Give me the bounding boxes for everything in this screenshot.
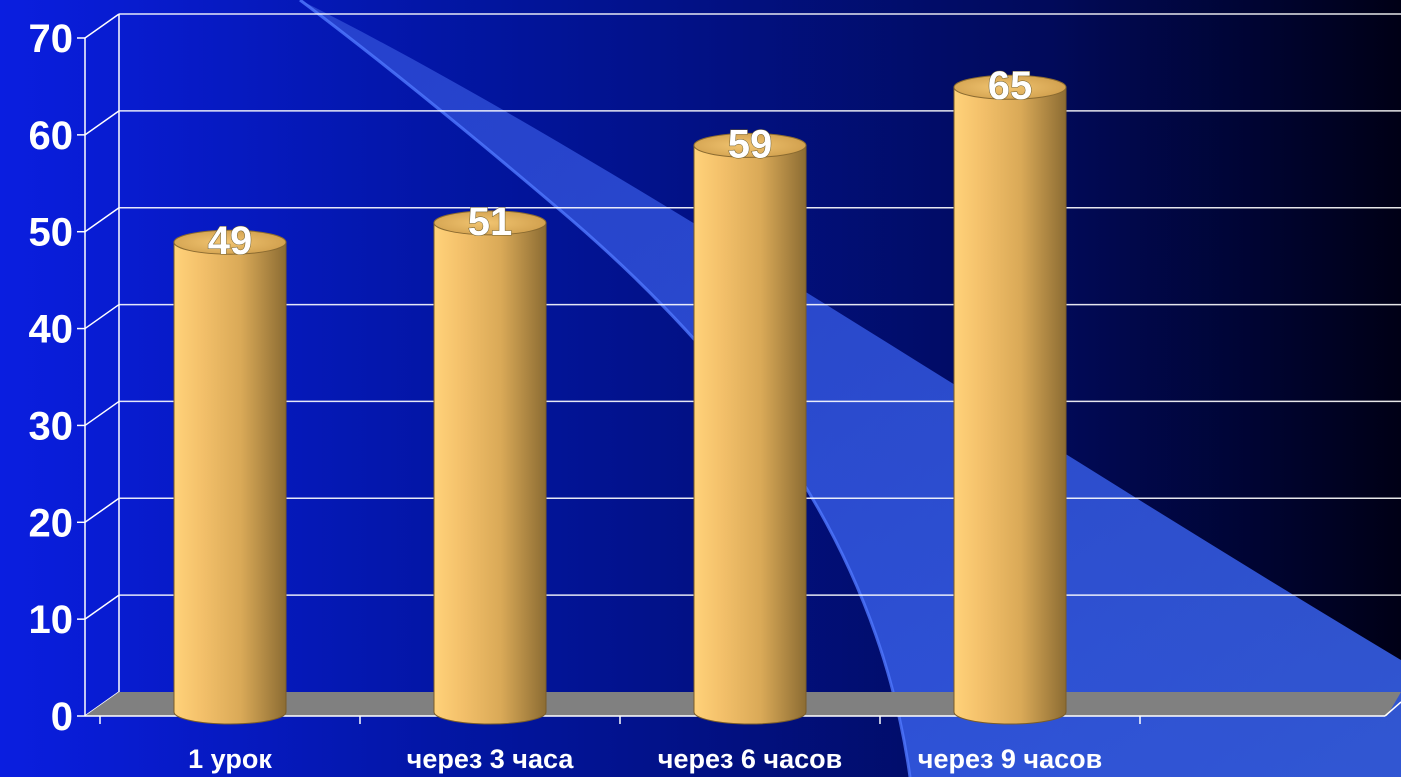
- y-axis: 0 10 20 30 40 50 60 70: [29, 17, 86, 739]
- bar: [173, 229, 287, 725]
- bar-top: [953, 74, 1067, 100]
- bar-top: [173, 229, 287, 255]
- x-axis-depth: [1384, 701, 1401, 717]
- background-swoosh: [300, 0, 1401, 777]
- bar-body: [173, 241, 287, 725]
- y-tick-label: 60: [29, 114, 74, 158]
- bar-body: [433, 222, 547, 725]
- gridline-depth: [84, 497, 120, 523]
- x-tick-label: через 9 часов: [918, 744, 1102, 774]
- gridline-depth: [84, 303, 120, 330]
- y-tick-label: 20: [29, 501, 74, 545]
- data-label: 51: [468, 200, 513, 244]
- y-tick-label: 0: [51, 695, 73, 739]
- bar-body: [953, 86, 1067, 725]
- bar-top: [433, 210, 547, 236]
- y-tick-label: 10: [29, 598, 74, 642]
- gridline-depth: [84, 110, 120, 136]
- y-tick-label: 70: [29, 17, 74, 61]
- data-label: 49: [208, 219, 253, 263]
- gridline-depth: [84, 594, 120, 620]
- y-tick-label: 30: [29, 404, 74, 448]
- data-label: 59: [728, 122, 773, 166]
- y-tick-label: 50: [29, 211, 74, 255]
- x-tick-label: 1 урок: [188, 744, 272, 774]
- bar-body: [693, 144, 807, 725]
- x-axis: 1 урок через 3 часа через 6 часов через 9 ч…: [85, 701, 1401, 774]
- gridline-depth: [84, 13, 120, 39]
- background-swoosh-edge: [299, 0, 912, 777]
- gridline-depth: [84, 400, 120, 427]
- bar: [953, 74, 1067, 725]
- x-tick-label: через 3 часа: [407, 744, 575, 774]
- data-label: 65: [988, 64, 1033, 108]
- bars: [173, 74, 1067, 725]
- x-tick-label: через 6 часов: [658, 744, 842, 774]
- bar: [433, 210, 547, 725]
- y-tick-label: 40: [29, 308, 74, 352]
- bar: [693, 132, 807, 725]
- data-labels: 49 51 59 65: [207, 64, 1033, 264]
- gridline-depth: [84, 207, 120, 233]
- bar-top: [693, 132, 807, 158]
